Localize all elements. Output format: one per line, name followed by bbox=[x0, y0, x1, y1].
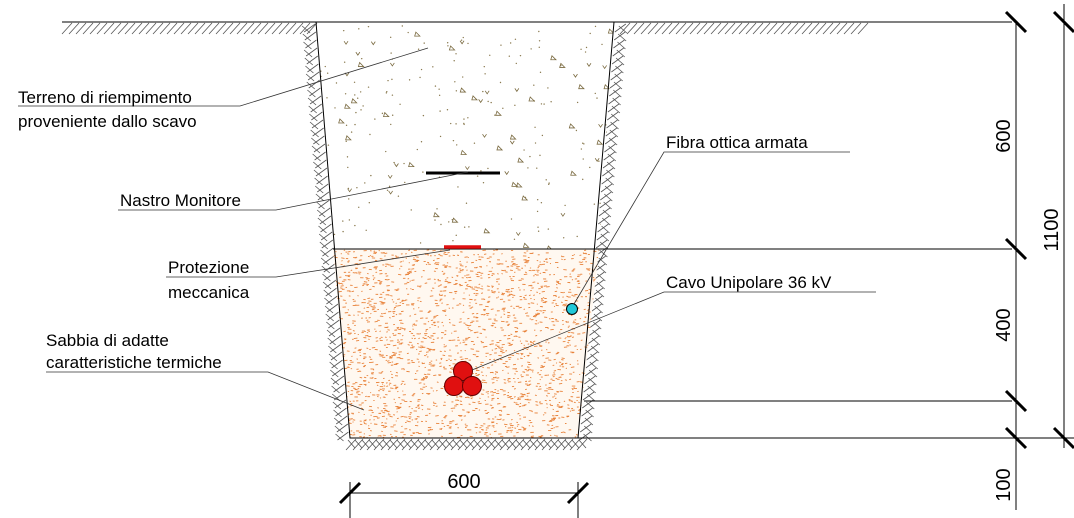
wall-hatch bbox=[301, 23, 628, 451]
backfill-soil bbox=[319, 25, 614, 249]
dim-tick-249 bbox=[1004, 237, 1028, 261]
thermal-sand bbox=[333, 249, 599, 438]
label-warning-tape: Nastro Monitore bbox=[120, 191, 241, 210]
cable-top bbox=[453, 361, 473, 381]
label-fill-soil-2: proveniente dallo scavo bbox=[18, 112, 197, 131]
dim-width-tick-right bbox=[566, 481, 590, 505]
label-fill-soil-1: Terreno di riempimento bbox=[18, 88, 192, 107]
dim-tick-438 bbox=[1004, 426, 1028, 450]
leader-warning-tape bbox=[118, 171, 469, 211]
dim-tick-outer-top bbox=[1052, 10, 1074, 34]
trench-outline bbox=[315, 21, 615, 439]
leader-sand bbox=[46, 371, 365, 411]
dim-height-fill: 600 bbox=[993, 119, 1015, 152]
dim-tick-401 bbox=[1004, 389, 1028, 413]
dim-width-bottom: 600 bbox=[447, 471, 480, 493]
cable-right bbox=[462, 376, 482, 396]
leader-protection bbox=[166, 249, 451, 278]
label-sand-2: caratteristiche termiche bbox=[46, 353, 222, 372]
cable-trefoil bbox=[444, 361, 482, 396]
fiber-optic-icon bbox=[566, 303, 578, 315]
label-cable: Cavo Unipolare 36 kV bbox=[666, 273, 832, 292]
dim-tick-22 bbox=[1004, 10, 1028, 34]
leader-fill-soil bbox=[18, 47, 429, 107]
dim-height-sand: 400 bbox=[993, 308, 1015, 341]
label-sand-1: Sabbia di adatte bbox=[46, 331, 169, 350]
ground-hatch bbox=[61, 22, 869, 35]
label-fiber: Fibra ottica armata bbox=[666, 133, 808, 152]
dim-height-bed: 100 bbox=[993, 468, 1015, 501]
leader-fiber bbox=[573, 151, 850, 305]
label-protection-1: Protezione bbox=[168, 258, 249, 277]
label-protection-2: meccanica bbox=[168, 283, 250, 302]
dim-tick-outer-bottom bbox=[1052, 426, 1074, 450]
dim-height-total: 1100 bbox=[1041, 208, 1063, 251]
dim-width-tick-left bbox=[338, 481, 362, 505]
leader-cable bbox=[471, 291, 876, 371]
cable-left bbox=[444, 376, 464, 396]
